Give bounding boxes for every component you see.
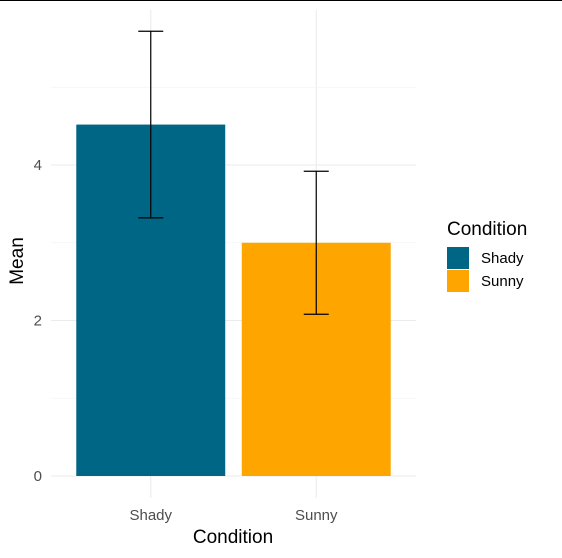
legend-key-shady: [447, 247, 469, 269]
x-tick-label-shady: Shady: [129, 507, 172, 524]
y-axis-title: Mean: [7, 237, 28, 285]
y-tick-label-2: 4: [34, 157, 42, 174]
x-axis-title: Condition: [193, 527, 273, 548]
top-border-line: [0, 0, 562, 1]
x-tick-label-sunny: Sunny: [295, 507, 338, 524]
error-bar-shady: [138, 30, 164, 219]
y-tick-label-1: 2: [34, 313, 42, 330]
x-axis-tick-labels: Shady Sunny: [129, 507, 338, 524]
y-tick-label-0: 0: [34, 468, 42, 485]
bars: [76, 124, 391, 476]
legend-label-shady: Shady: [481, 250, 524, 267]
error-bar-sunny: [303, 170, 329, 315]
legend-key-sunny: [447, 270, 469, 292]
legend-label-sunny: Sunny: [481, 273, 524, 290]
y-axis-tick-labels: 0 2 4: [34, 157, 42, 485]
legend-title: Condition: [447, 219, 527, 240]
error-bars: [138, 30, 329, 315]
legend: Condition Shady Sunny: [447, 219, 527, 292]
